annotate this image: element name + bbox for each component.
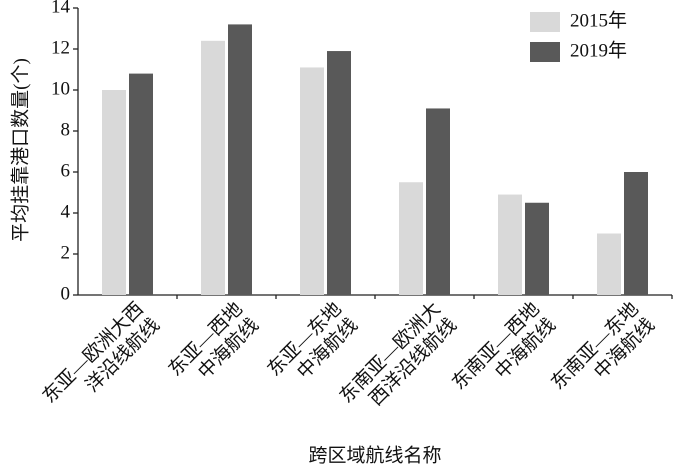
y-tick-label: 10 (51, 78, 70, 99)
legend-label: 2019年 (570, 39, 627, 61)
bar (624, 172, 648, 295)
legend-label: 2015年 (570, 9, 627, 31)
y-tick-label: 2 (61, 242, 71, 263)
x-axis-title: 跨区域航线名称 (308, 444, 441, 466)
x-tick-label: 东亚—欧洲大西洋沿线航线 (39, 298, 165, 424)
bar (228, 24, 252, 296)
y-axis-title: 平均挂靠港口数量(个) (9, 58, 31, 242)
bar (399, 182, 423, 295)
bar (426, 108, 450, 295)
y-tick-label: 0 (61, 283, 71, 304)
x-tick-label: 东南亚—欧洲大西洋沿线航线 (336, 298, 462, 424)
y-tick-label: 4 (61, 201, 71, 222)
bar (102, 90, 126, 295)
bar (201, 40, 225, 295)
y-tick-label: 14 (51, 0, 71, 17)
legend-swatch (530, 42, 560, 62)
x-tick-label: 东南亚—西地中海航线 (448, 298, 560, 410)
y-tick-label: 8 (61, 119, 71, 140)
bar (300, 67, 324, 295)
x-tick-label: 东南亚—东地中海航线 (547, 298, 659, 410)
legend-swatch (530, 12, 560, 32)
bar (597, 233, 621, 295)
y-tick-label: 12 (51, 37, 70, 58)
x-tick-label: 东亚—西地中海航线 (164, 298, 263, 397)
bar (327, 51, 351, 295)
bar (525, 202, 549, 295)
y-tick-label: 6 (61, 160, 71, 181)
bar (129, 73, 153, 295)
bar (498, 194, 522, 295)
